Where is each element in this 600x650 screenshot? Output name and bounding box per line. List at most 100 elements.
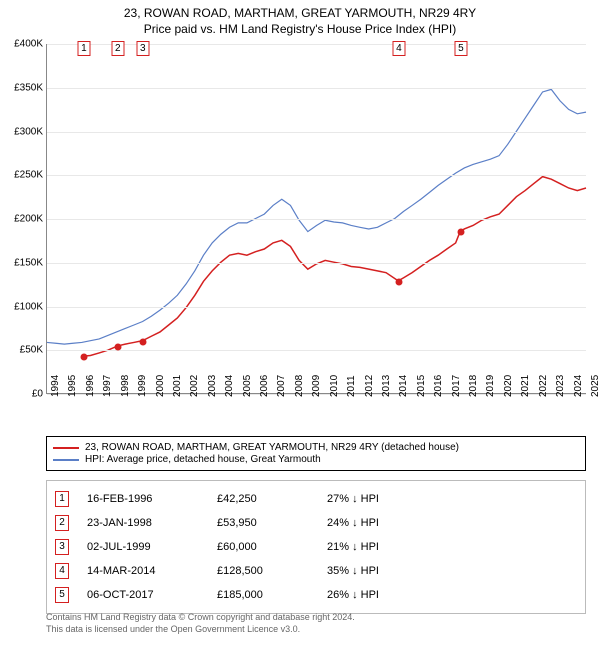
row-delta: 26% ↓ HPI bbox=[327, 589, 437, 601]
row-price: £128,500 bbox=[217, 565, 327, 577]
x-tick-label: 2016 bbox=[433, 375, 444, 397]
sale-point bbox=[114, 343, 121, 350]
x-tick-label: 2023 bbox=[555, 375, 566, 397]
row-delta: 21% ↓ HPI bbox=[327, 541, 437, 553]
sale-marker: 3 bbox=[136, 41, 149, 56]
plot-area: £0£50K£100K£150K£200K£250K£300K£350K£400… bbox=[46, 44, 586, 394]
chart-title-address: 23, ROWAN ROAD, MARTHAM, GREAT YARMOUTH,… bbox=[0, 6, 600, 20]
table-row: 2 23-JAN-1998£53,95024% ↓ HPI bbox=[55, 511, 577, 535]
y-tick-label: £350K bbox=[14, 82, 43, 93]
x-tick-label: 2024 bbox=[573, 375, 584, 397]
x-tick-label: 2002 bbox=[189, 375, 200, 397]
row-date: 16-FEB-1996 bbox=[87, 493, 217, 505]
x-tick-label: 1998 bbox=[120, 375, 131, 397]
footer-line: Contains HM Land Registry data © Crown c… bbox=[46, 612, 586, 624]
row-delta: 27% ↓ HPI bbox=[327, 493, 437, 505]
x-tick-label: 2017 bbox=[451, 375, 462, 397]
legend-item: 23, ROWAN ROAD, MARTHAM, GREAT YARMOUTH,… bbox=[53, 442, 579, 453]
y-tick-label: £250K bbox=[14, 170, 43, 181]
gridline bbox=[47, 88, 586, 89]
x-tick-label: 2011 bbox=[346, 375, 357, 397]
title-block: 23, ROWAN ROAD, MARTHAM, GREAT YARMOUTH,… bbox=[0, 0, 600, 36]
y-tick-label: £0 bbox=[32, 389, 43, 400]
x-tick-label: 2019 bbox=[485, 375, 496, 397]
row-index: 3 bbox=[55, 539, 69, 555]
sale-point bbox=[139, 338, 146, 345]
gridline bbox=[47, 307, 586, 308]
row-price: £185,000 bbox=[217, 589, 327, 601]
legend-swatch bbox=[53, 459, 79, 461]
row-delta: 24% ↓ HPI bbox=[327, 517, 437, 529]
x-tick-label: 2008 bbox=[294, 375, 305, 397]
sale-marker: 1 bbox=[77, 41, 90, 56]
row-price: £42,250 bbox=[217, 493, 327, 505]
row-delta: 35% ↓ HPI bbox=[327, 565, 437, 577]
y-tick-label: £100K bbox=[14, 301, 43, 312]
footer-line: This data is licensed under the Open Gov… bbox=[46, 624, 586, 636]
x-tick-label: 1997 bbox=[102, 375, 113, 397]
row-date: 02-JUL-1999 bbox=[87, 541, 217, 553]
sale-point bbox=[395, 278, 402, 285]
row-date: 14-MAR-2014 bbox=[87, 565, 217, 577]
legend-label: HPI: Average price, detached house, Grea… bbox=[85, 454, 321, 465]
row-price: £53,950 bbox=[217, 517, 327, 529]
x-tick-label: 2015 bbox=[416, 375, 427, 397]
row-index: 5 bbox=[55, 587, 69, 603]
x-tick-label: 2022 bbox=[538, 375, 549, 397]
row-date: 23-JAN-1998 bbox=[87, 517, 217, 529]
x-tick-label: 2005 bbox=[242, 375, 253, 397]
sale-marker: 5 bbox=[454, 41, 467, 56]
table-row: 1 16-FEB-1996£42,25027% ↓ HPI bbox=[55, 487, 577, 511]
legend-label: 23, ROWAN ROAD, MARTHAM, GREAT YARMOUTH,… bbox=[85, 442, 459, 453]
sale-marker: 2 bbox=[111, 41, 124, 56]
x-tick-label: 2014 bbox=[398, 375, 409, 397]
x-tick-label: 1996 bbox=[85, 375, 96, 397]
row-index: 2 bbox=[55, 515, 69, 531]
x-tick-label: 2000 bbox=[155, 375, 166, 397]
legend-item: HPI: Average price, detached house, Grea… bbox=[53, 454, 579, 465]
x-tick-label: 2018 bbox=[468, 375, 479, 397]
x-tick-label: 2013 bbox=[381, 375, 392, 397]
x-tick-label: 1995 bbox=[67, 375, 78, 397]
x-tick-label: 2004 bbox=[224, 375, 235, 397]
x-tick-label: 2009 bbox=[311, 375, 322, 397]
gridline bbox=[47, 350, 586, 351]
y-tick-label: £200K bbox=[14, 214, 43, 225]
gridline bbox=[47, 44, 586, 45]
x-tick-label: 1999 bbox=[137, 375, 148, 397]
table-row: 4 14-MAR-2014£128,50035% ↓ HPI bbox=[55, 559, 577, 583]
row-price: £60,000 bbox=[217, 541, 327, 553]
gridline bbox=[47, 263, 586, 264]
table-row: 3 02-JUL-1999£60,00021% ↓ HPI bbox=[55, 535, 577, 559]
row-date: 06-OCT-2017 bbox=[87, 589, 217, 601]
x-tick-label: 2020 bbox=[503, 375, 514, 397]
footer-attribution: Contains HM Land Registry data © Crown c… bbox=[46, 612, 586, 635]
gridline bbox=[47, 132, 586, 133]
gridline bbox=[47, 219, 586, 220]
legend-swatch bbox=[53, 447, 79, 449]
x-tick-label: 2003 bbox=[207, 375, 218, 397]
x-tick-label: 2006 bbox=[259, 375, 270, 397]
row-index: 1 bbox=[55, 491, 69, 507]
legend-box: 23, ROWAN ROAD, MARTHAM, GREAT YARMOUTH,… bbox=[46, 436, 586, 471]
x-tick-label: 2007 bbox=[276, 375, 287, 397]
gridline bbox=[47, 175, 586, 176]
y-tick-label: £300K bbox=[14, 126, 43, 137]
x-tick-label: 2001 bbox=[172, 375, 183, 397]
sale-point bbox=[80, 354, 87, 361]
x-tick-label: 1994 bbox=[50, 375, 61, 397]
x-tick-label: 2012 bbox=[364, 375, 375, 397]
row-index: 4 bbox=[55, 563, 69, 579]
y-tick-label: £150K bbox=[14, 257, 43, 268]
chart-subtitle: Price paid vs. HM Land Registry's House … bbox=[0, 22, 600, 36]
x-tick-label: 2010 bbox=[329, 375, 340, 397]
sale-marker: 4 bbox=[392, 41, 405, 56]
x-tick-label: 2025 bbox=[590, 375, 600, 397]
x-tick-label: 2021 bbox=[520, 375, 531, 397]
sale-point bbox=[457, 229, 464, 236]
sales-table: 1 16-FEB-1996£42,25027% ↓ HPI 2 23-JAN-1998… bbox=[46, 480, 586, 614]
series-price_paid bbox=[84, 177, 586, 356]
table-row: 5 06-OCT-2017£185,00026% ↓ HPI bbox=[55, 583, 577, 607]
y-tick-label: £400K bbox=[14, 39, 43, 50]
y-tick-label: £50K bbox=[20, 345, 43, 356]
